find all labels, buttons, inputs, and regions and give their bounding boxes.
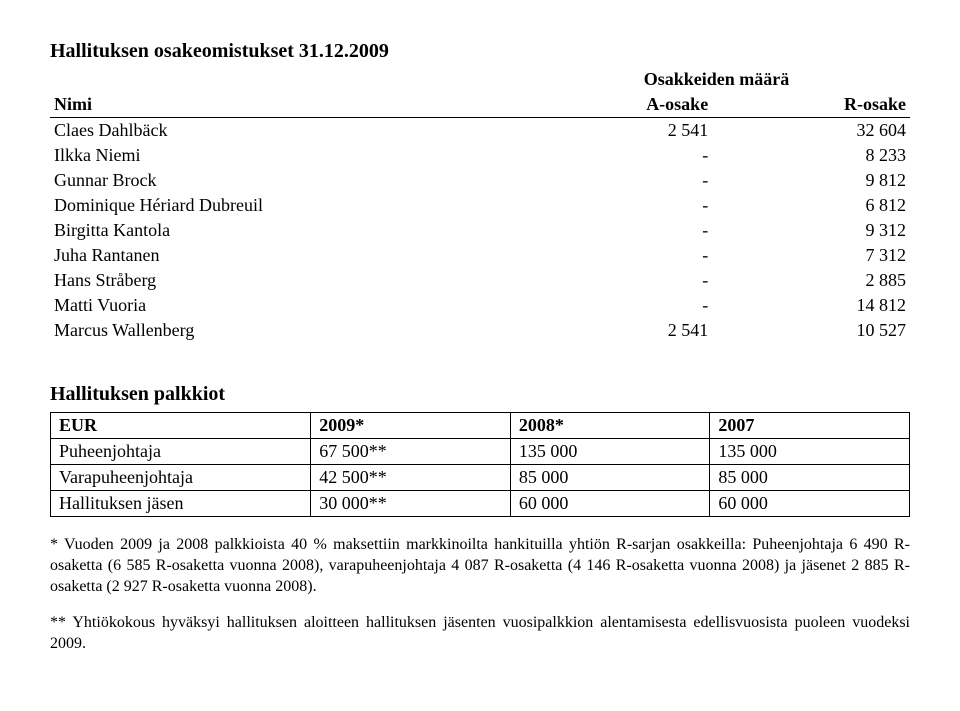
shares-name: Juha Rantanen — [50, 243, 523, 268]
shares-col-r: R-osake — [712, 92, 910, 118]
shares-name: Gunnar Brock — [50, 168, 523, 193]
shares-table: Osakkeiden määrä Nimi A-osake R-osake Cl… — [50, 67, 910, 343]
shares-r: 7 312 — [712, 243, 910, 268]
fees-cell: Varapuheenjohtaja — [51, 465, 311, 491]
shares-r: 14 812 — [712, 293, 910, 318]
shares-r: 10 527 — [712, 318, 910, 343]
fees-cell: 67 500** — [311, 439, 511, 465]
shares-a: - — [523, 218, 712, 243]
footnote-2: ** Yhtiökokous hyväksyi hallituksen aloi… — [50, 613, 910, 655]
shares-a: - — [523, 193, 712, 218]
table-row: Puheenjohtaja67 500**135 000135 000 — [51, 439, 910, 465]
table-row: Hallituksen jäsen30 000**60 00060 000 — [51, 491, 910, 517]
shares-a: - — [523, 293, 712, 318]
shares-a: 2 541 — [523, 318, 712, 343]
fees-table: EUR 2009* 2008* 2007 Puheenjohtaja67 500… — [50, 412, 910, 517]
shares-r: 9 812 — [712, 168, 910, 193]
fees-cell: 42 500** — [311, 465, 511, 491]
page-title-2: Hallituksen palkkiot — [50, 383, 910, 406]
fees-col-0: EUR — [51, 413, 311, 439]
shares-a: - — [523, 168, 712, 193]
shares-group-header: Osakkeiden määrä — [523, 67, 910, 92]
shares-name: Matti Vuoria — [50, 293, 523, 318]
fees-col-2: 2008* — [510, 413, 710, 439]
shares-name: Dominique Hériard Dubreuil — [50, 193, 523, 218]
shares-col-a: A-osake — [523, 92, 712, 118]
shares-a: 2 541 — [523, 118, 712, 144]
shares-a: - — [523, 243, 712, 268]
table-row: Claes Dahlbäck2 54132 604 — [50, 118, 910, 144]
fees-col-3: 2007 — [710, 413, 910, 439]
shares-name: Claes Dahlbäck — [50, 118, 523, 144]
fees-col-1: 2009* — [311, 413, 511, 439]
table-row: Gunnar Brock-9 812 — [50, 168, 910, 193]
shares-r: 6 812 — [712, 193, 910, 218]
shares-r: 2 885 — [712, 268, 910, 293]
table-row: Marcus Wallenberg2 54110 527 — [50, 318, 910, 343]
table-row: Varapuheenjohtaja42 500**85 00085 000 — [51, 465, 910, 491]
table-row: Matti Vuoria-14 812 — [50, 293, 910, 318]
table-row: Birgitta Kantola-9 312 — [50, 218, 910, 243]
page-title-1: Hallituksen osakeomistukset 31.12.2009 — [50, 40, 910, 63]
shares-r: 8 233 — [712, 143, 910, 168]
table-row: Juha Rantanen-7 312 — [50, 243, 910, 268]
fees-cell: 85 000 — [710, 465, 910, 491]
shares-a: - — [523, 268, 712, 293]
fees-cell: Puheenjohtaja — [51, 439, 311, 465]
fees-cell: 30 000** — [311, 491, 511, 517]
fees-cell: Hallituksen jäsen — [51, 491, 311, 517]
shares-name: Ilkka Niemi — [50, 143, 523, 168]
footnote-1: * Vuoden 2009 ja 2008 palkkioista 40 % m… — [50, 535, 910, 597]
shares-name: Marcus Wallenberg — [50, 318, 523, 343]
shares-name: Hans Stråberg — [50, 268, 523, 293]
shares-col-name: Nimi — [50, 92, 523, 118]
table-row: Dominique Hériard Dubreuil-6 812 — [50, 193, 910, 218]
fees-cell: 60 000 — [710, 491, 910, 517]
fees-cell: 85 000 — [510, 465, 710, 491]
table-row: Ilkka Niemi-8 233 — [50, 143, 910, 168]
fees-cell: 135 000 — [510, 439, 710, 465]
fees-cell: 135 000 — [710, 439, 910, 465]
shares-a: - — [523, 143, 712, 168]
fees-cell: 60 000 — [510, 491, 710, 517]
shares-r: 32 604 — [712, 118, 910, 144]
shares-r: 9 312 — [712, 218, 910, 243]
shares-name: Birgitta Kantola — [50, 218, 523, 243]
table-row: Hans Stråberg-2 885 — [50, 268, 910, 293]
